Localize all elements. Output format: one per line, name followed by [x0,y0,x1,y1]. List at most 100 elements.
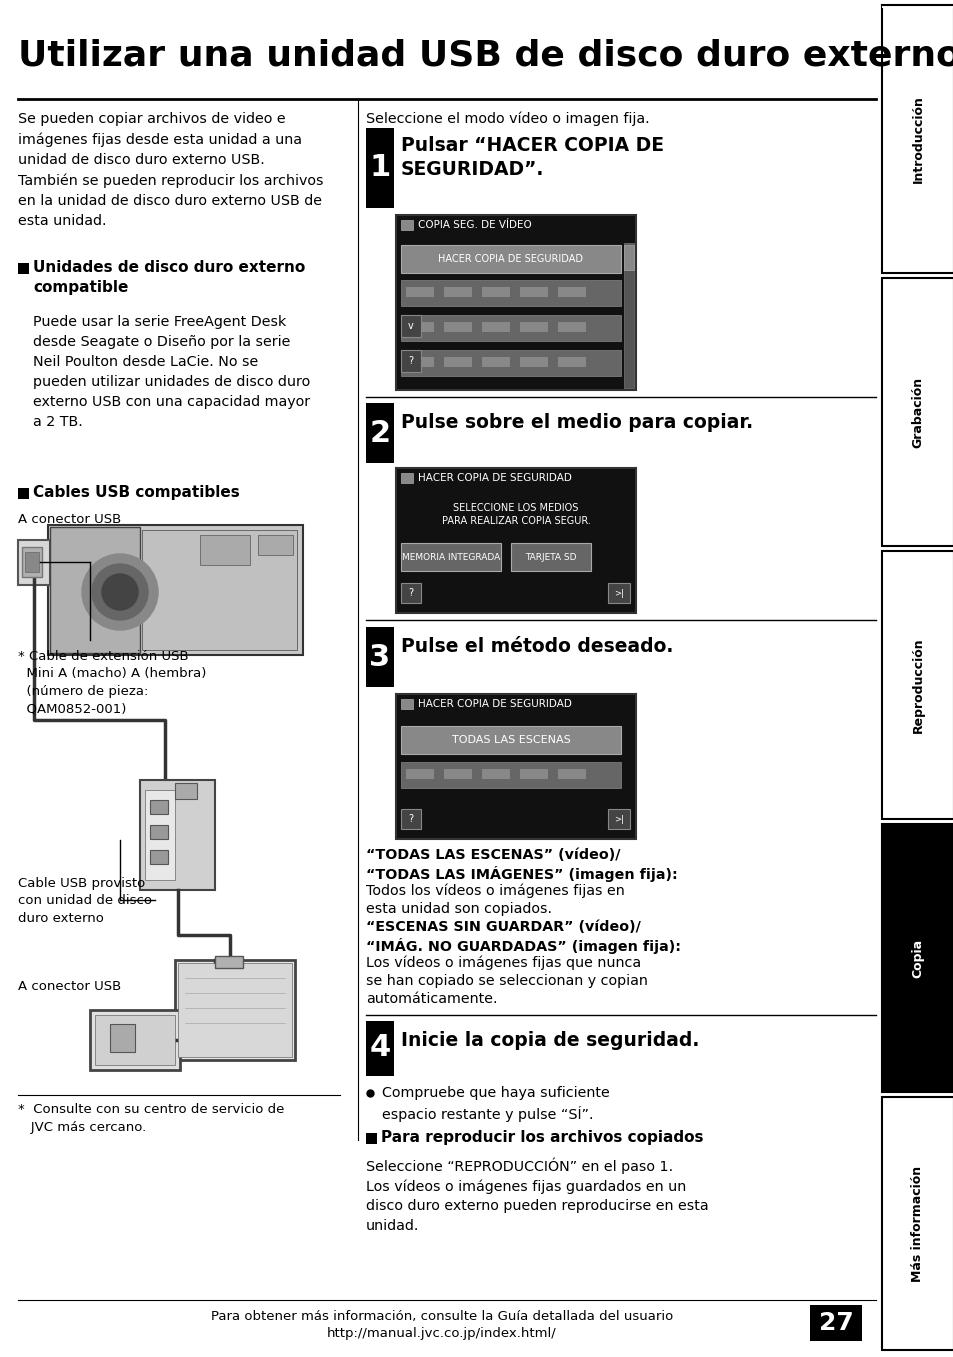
Text: ?: ? [408,814,414,824]
Text: HACER COPIA DE SEGURIDAD: HACER COPIA DE SEGURIDAD [417,474,571,483]
Text: Seleccione “REPRODUCCIÓN” en el paso 1.
Los vídeos o imágenes fijas guardados en: Seleccione “REPRODUCCIÓN” en el paso 1. … [366,1158,708,1232]
Text: Más información: Más información [910,1166,923,1281]
Bar [397,470,634,495]
Bar [50,527,140,653]
Bar [400,350,420,372]
Text: 4: 4 [369,1034,390,1063]
Text: Pulse el método deseado.: Pulse el método deseado. [400,636,673,655]
Bar [400,280,620,305]
Bar [443,286,472,297]
Text: 1: 1 [369,153,390,182]
Bar [558,357,585,366]
Text: TODAS LAS ESCENAS: TODAS LAS ESCENAS [451,735,570,745]
Bar [397,696,634,721]
Bar [558,322,585,332]
Text: Todos los vídeos o imágenes fijas en: Todos los vídeos o imágenes fijas en [366,883,624,898]
Text: >|: >| [614,589,623,597]
Bar [481,286,510,297]
Bar [882,5,953,273]
Bar [607,809,629,829]
Bar [623,246,634,270]
Text: HACER COPIA DE SEGURIDAD: HACER COPIA DE SEGURIDAD [417,699,571,708]
Text: Cable USB provisto
con unidad de disco
duro externo: Cable USB provisto con unidad de disco d… [18,877,152,925]
Text: HACER COPIA DE SEGURIDAD: HACER COPIA DE SEGURIDAD [438,254,583,265]
Text: * Cable de extensión USB
  Mini A (macho) A (hembra)
  (número de pieza:
  QAM08: * Cable de extensión USB Mini A (macho) … [18,650,206,715]
Bar [400,350,620,376]
Text: COPIA SEG. DE VÍDEO: COPIA SEG. DE VÍDEO [417,220,531,229]
Bar [110,1025,135,1052]
Bar [18,489,29,499]
Bar [150,825,168,839]
Bar [400,246,620,273]
Text: “IMÁG. NO GUARDADAS” (imagen fija):: “IMÁG. NO GUARDADAS” (imagen fija): [366,938,680,954]
Bar [48,525,303,655]
Bar [366,403,394,463]
Circle shape [82,554,158,630]
Bar [406,286,434,297]
Text: MEMORIA INTEGRADA: MEMORIA INTEGRADA [401,552,499,562]
Bar [397,217,634,242]
Bar [558,286,585,297]
Text: Para reproducir los archivos copiados: Para reproducir los archivos copiados [380,1130,702,1145]
Text: automáticamente.: automáticamente. [366,992,497,1006]
Bar [22,547,42,577]
Bar [400,474,413,483]
Text: http://manual.jvc.co.jp/index.html/: http://manual.jvc.co.jp/index.html/ [327,1327,557,1339]
Circle shape [102,574,138,611]
Bar [400,220,413,229]
Bar [400,699,413,708]
Bar [25,552,39,573]
Text: TARJETA SD: TARJETA SD [525,552,577,562]
Text: Pulse sobre el medio para copiar.: Pulse sobre el medio para copiar. [400,413,752,432]
Bar [395,214,636,389]
Bar [481,322,510,332]
Bar [882,551,953,820]
Text: Grabación: Grabación [910,376,923,448]
Bar [400,809,420,829]
Bar [809,1305,862,1341]
Bar [519,322,547,332]
Text: Pulsar “HACER COPIA DE
SEGURIDAD”.: Pulsar “HACER COPIA DE SEGURIDAD”. [400,136,663,179]
Bar [366,1020,394,1076]
Bar [150,849,168,864]
Text: 3: 3 [369,642,390,672]
Bar [400,726,620,754]
Bar [481,769,510,779]
Text: Utilizar una unidad USB de disco duro externo: Utilizar una unidad USB de disco duro ex… [18,38,953,72]
Bar [400,315,420,337]
Text: Inicie la copia de seguridad.: Inicie la copia de seguridad. [400,1031,699,1050]
Text: A conector USB: A conector USB [18,980,121,993]
Bar [395,468,636,613]
Bar [214,955,243,968]
Text: Introducción: Introducción [910,95,923,183]
Bar [174,783,196,799]
Bar [395,693,636,839]
Text: Reproducción: Reproducción [910,638,923,733]
Bar [443,322,472,332]
Text: Seleccione el modo vídeo o imagen fija.: Seleccione el modo vídeo o imagen fija. [366,113,649,126]
Bar [18,540,50,585]
Text: Puede usar la serie FreeAgent Desk
desde Seagate o Diseño por la serie
Neil Poul: Puede usar la serie FreeAgent Desk desde… [33,315,310,429]
Bar [607,584,629,603]
Bar [519,286,547,297]
Bar [174,959,294,1060]
Text: >|: >| [614,814,623,824]
Bar [443,769,472,779]
Text: A conector USB: A conector USB [18,513,121,527]
Bar [257,535,293,555]
Text: “TODAS LAS IMÁGENES” (imagen fija):: “TODAS LAS IMÁGENES” (imagen fija): [366,866,677,882]
Text: Se pueden copiar archivos de video e
imágenes fijas desde esta unidad a una
unid: Se pueden copiar archivos de video e imá… [18,113,323,228]
Text: Cables USB compatibles: Cables USB compatibles [33,484,239,499]
Text: esta unidad son copiados.: esta unidad son copiados. [366,902,552,916]
Bar [400,543,500,571]
Bar [443,357,472,366]
Text: 27: 27 [818,1311,853,1335]
Text: 2: 2 [369,418,390,448]
Text: ?: ? [408,588,414,598]
Bar [145,790,174,879]
Bar [481,357,510,366]
Text: “TODAS LAS ESCENAS” (vídeo)/: “TODAS LAS ESCENAS” (vídeo)/ [366,848,619,862]
Bar [400,763,620,788]
Bar [400,584,420,603]
Text: Unidades de disco duro externo
compatible: Unidades de disco duro externo compatibl… [33,261,305,296]
